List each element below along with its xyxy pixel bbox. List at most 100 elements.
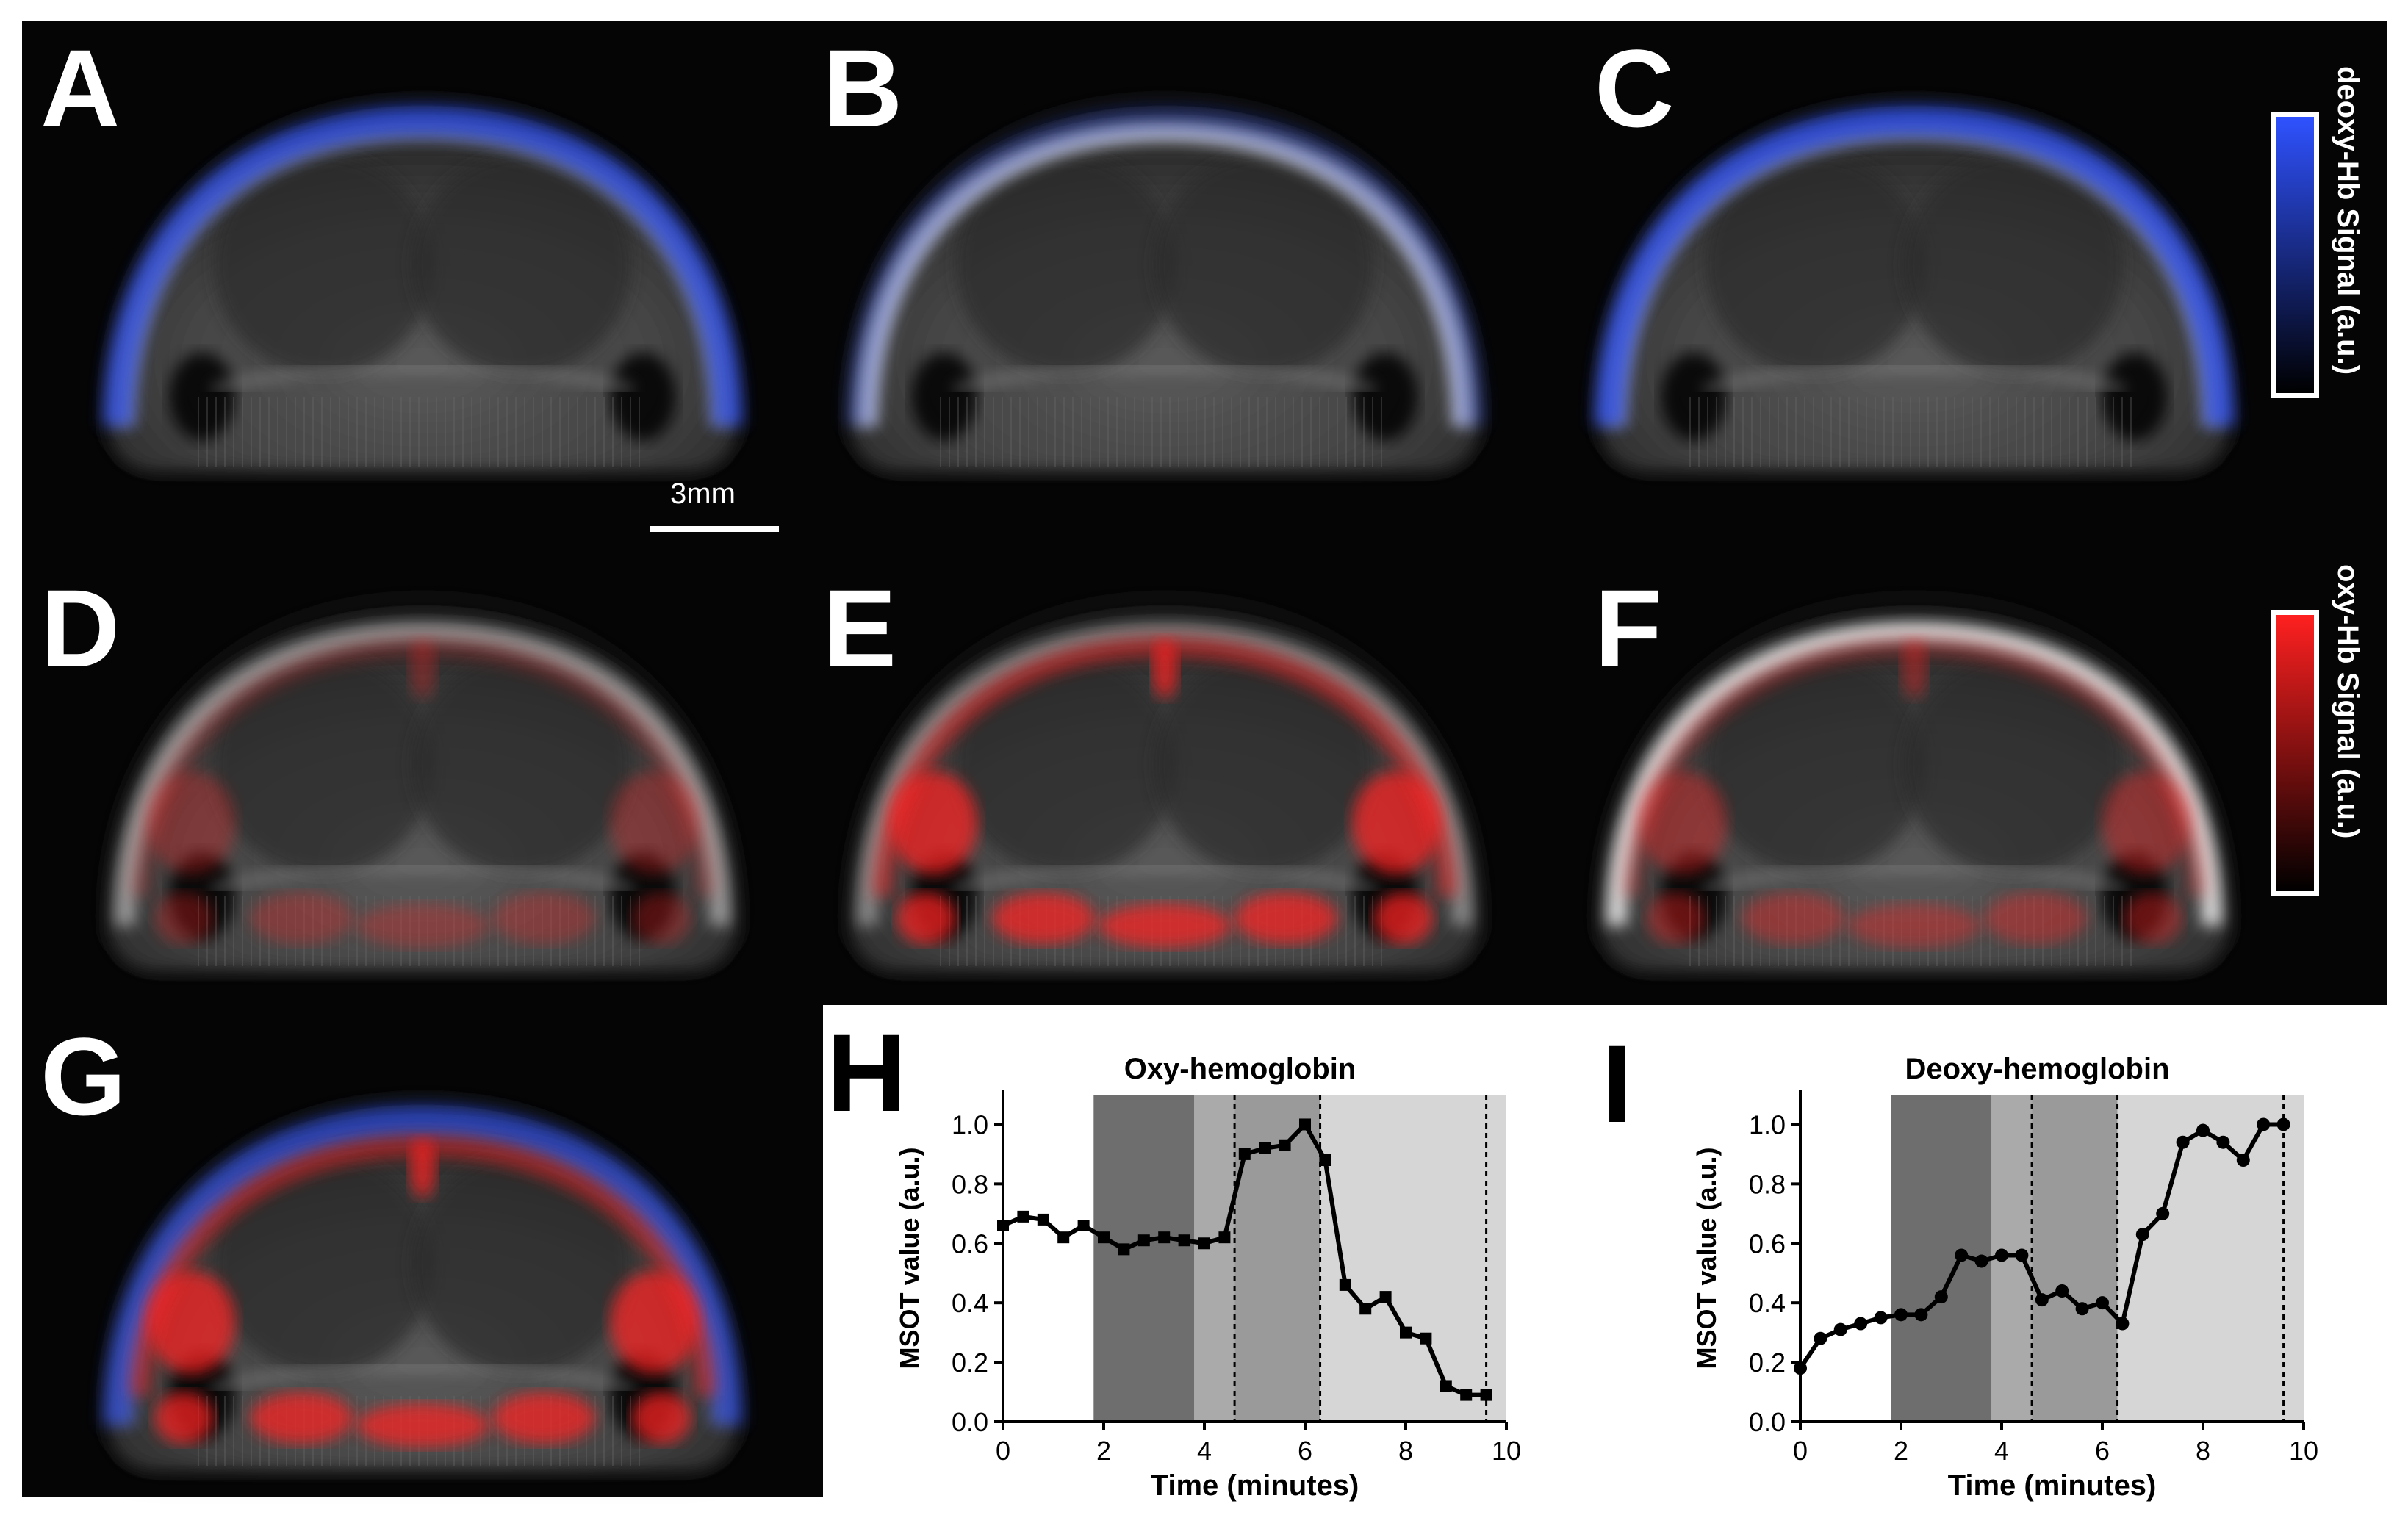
data-point (1137, 1234, 1150, 1247)
data-point (1118, 1243, 1130, 1256)
y-tick-label: 0.8 (952, 1169, 988, 1199)
data-point (1178, 1234, 1190, 1247)
x-tick-label: 2 (1096, 1436, 1111, 1466)
x-tick-label: 2 (1894, 1436, 1908, 1466)
data-point (1359, 1303, 1372, 1315)
data-point (1238, 1148, 1251, 1160)
data-point (2055, 1284, 2069, 1298)
data-point (1440, 1380, 1452, 1392)
data-point (1400, 1326, 1412, 1339)
data-point (1198, 1237, 1210, 1250)
data-point (1057, 1231, 1070, 1244)
data-point (2116, 1317, 2130, 1331)
data-point (1995, 1248, 2008, 1262)
y-axis-label: MSOT value (a.u.) (894, 1147, 924, 1369)
data-point (2276, 1117, 2290, 1131)
chart-title: Oxy-hemoglobin (1124, 1053, 1356, 1085)
shaded-region-2 (2032, 1095, 2118, 1422)
y-axis-label: MSOT value (a.u.) (1692, 1147, 1722, 1369)
data-point (1037, 1213, 1049, 1226)
data-point (1077, 1220, 1090, 1231)
oxy-colorbar (2271, 610, 2319, 896)
data-point (1874, 1311, 1888, 1325)
data-point (1259, 1142, 1271, 1154)
x-tick-label: 0 (996, 1436, 1010, 1466)
data-point (1934, 1290, 1948, 1304)
brain-image-f (1602, 605, 2226, 970)
data-point (2257, 1117, 2271, 1131)
brain-image-a (102, 105, 743, 470)
y-tick-label: 0.8 (1749, 1169, 1786, 1199)
panel-label-b: B (823, 26, 903, 150)
deoxy-colorbar (2271, 112, 2319, 398)
x-tick-label: 10 (2289, 1436, 2318, 1466)
y-tick-label: 0.4 (952, 1288, 988, 1318)
y-tick-label: 0.6 (952, 1228, 988, 1259)
data-point (1299, 1118, 1311, 1131)
data-point (1854, 1317, 1868, 1331)
x-tick-label: 8 (2196, 1436, 2210, 1466)
brain-image-g (102, 1104, 743, 1469)
panel-label-d: D (40, 566, 121, 690)
panel-label-a: A (40, 26, 121, 150)
data-point (1017, 1210, 1029, 1223)
chart-title: Deoxy-hemoglobin (1905, 1053, 2169, 1085)
panel-label-g: G (40, 1015, 126, 1138)
y-tick-label: 1.0 (1749, 1109, 1786, 1140)
y-tick-label: 1.0 (952, 1109, 988, 1140)
y-tick-label: 0.2 (1749, 1347, 1786, 1378)
data-point (997, 1220, 1009, 1231)
x-tick-label: 6 (2095, 1436, 2110, 1466)
data-point (2015, 1248, 2029, 1262)
data-point (1460, 1389, 1473, 1401)
data-point (1833, 1322, 1847, 1336)
panel-label-e: E (823, 566, 897, 690)
data-point (2216, 1135, 2230, 1149)
data-point (1955, 1248, 1969, 1262)
data-point (2156, 1206, 2170, 1220)
data-point (1339, 1278, 1351, 1291)
panel-label-c: C (1595, 26, 1675, 150)
data-point (2236, 1154, 2250, 1167)
data-point (1319, 1154, 1331, 1166)
deoxy-hemoglobin-chart: 0.0 0.2 0.4 0.6 0.8 1.0 0 2 4 6 8 10 Deoxy-hemoglobi… (1692, 1053, 2318, 1502)
x-axis-label: Time (minutes) (1948, 1469, 2157, 1502)
data-point (1974, 1254, 1988, 1268)
data-point (1794, 1361, 1807, 1375)
data-point (2035, 1293, 2049, 1307)
y-tick-label: 0.0 (1749, 1407, 1786, 1437)
data-point (1218, 1231, 1231, 1244)
shaded-region-0 (1093, 1095, 1195, 1422)
oxy-colorbar-label: oxy-Hb Signal (a.u.) (2332, 564, 2364, 839)
shaded-region-3 (1320, 1095, 1506, 1422)
panel-label-f: F (1595, 566, 1662, 690)
data-point (2196, 1123, 2210, 1137)
shaded-region-2 (1234, 1095, 1320, 1422)
data-point (1894, 1308, 1908, 1322)
x-tick-label: 4 (1197, 1436, 1212, 1466)
y-tick-label: 0.4 (1749, 1288, 1786, 1318)
data-point (1420, 1332, 1432, 1345)
shaded-region-1 (1194, 1095, 1235, 1422)
x-axis-label: Time (minutes) (1151, 1469, 1359, 1502)
panel-label-i: I (1602, 1022, 1633, 1145)
y-tick-label: 0.0 (952, 1407, 988, 1437)
brain-image-b (844, 105, 1485, 470)
x-tick-label: 10 (1492, 1436, 1521, 1466)
data-point (1279, 1139, 1291, 1151)
data-point (1098, 1231, 1110, 1244)
brain-image-e (852, 605, 1477, 970)
shaded-region-3 (2117, 1095, 2304, 1422)
panel-label-h: H (827, 1011, 907, 1134)
data-point (2176, 1135, 2190, 1149)
x-tick-label: 6 (1298, 1436, 1312, 1466)
x-tick-label: 8 (1398, 1436, 1413, 1466)
data-point (1158, 1231, 1171, 1244)
y-tick-label: 0.6 (1749, 1228, 1786, 1259)
data-point (1814, 1331, 1827, 1345)
x-tick-label: 4 (1994, 1436, 2009, 1466)
scale-bar (650, 526, 779, 532)
data-point (2135, 1228, 2149, 1242)
x-tick-label: 0 (1793, 1436, 1808, 1466)
brain-image-d (110, 605, 735, 970)
